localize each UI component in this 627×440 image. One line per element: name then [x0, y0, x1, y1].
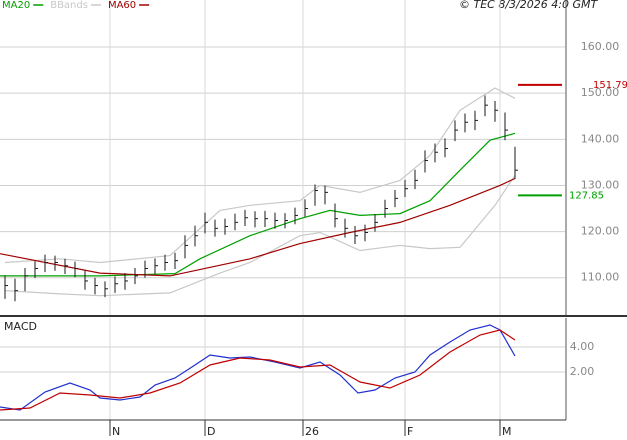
price-marker-label: 151.79	[593, 80, 627, 91]
x-tick-label: F	[407, 425, 413, 438]
y-tick-label: 130.00	[581, 178, 620, 191]
y-tick-label: 160.00	[581, 40, 620, 53]
y-tick-label: 2.00	[570, 365, 595, 378]
y-tick-label: 140.00	[581, 132, 620, 145]
indicator-line	[0, 132, 516, 277]
macd-line	[0, 329, 516, 411]
legend-label: MA60	[108, 0, 136, 11]
indicator-line	[4, 174, 516, 297]
panel-title: MACD	[4, 320, 37, 333]
x-tick-label: 26	[305, 425, 319, 438]
indicator-line	[4, 87, 516, 264]
legend-label: MA20	[2, 0, 30, 11]
y-tick-label: 150.00	[581, 86, 620, 99]
y-tick-label: 110.00	[581, 271, 620, 284]
x-tick-label: M	[502, 425, 512, 438]
y-tick-label: 120.00	[581, 225, 620, 238]
price-marker-label: 127.85	[569, 190, 604, 201]
x-tick-label: N	[112, 425, 120, 438]
source: © TEC 8/3/2026 4:0 GMT	[459, 0, 598, 11]
x-tick-label: D	[207, 425, 215, 438]
y-tick-label: 4.00	[570, 340, 595, 353]
legend-label: BBands	[50, 0, 88, 11]
